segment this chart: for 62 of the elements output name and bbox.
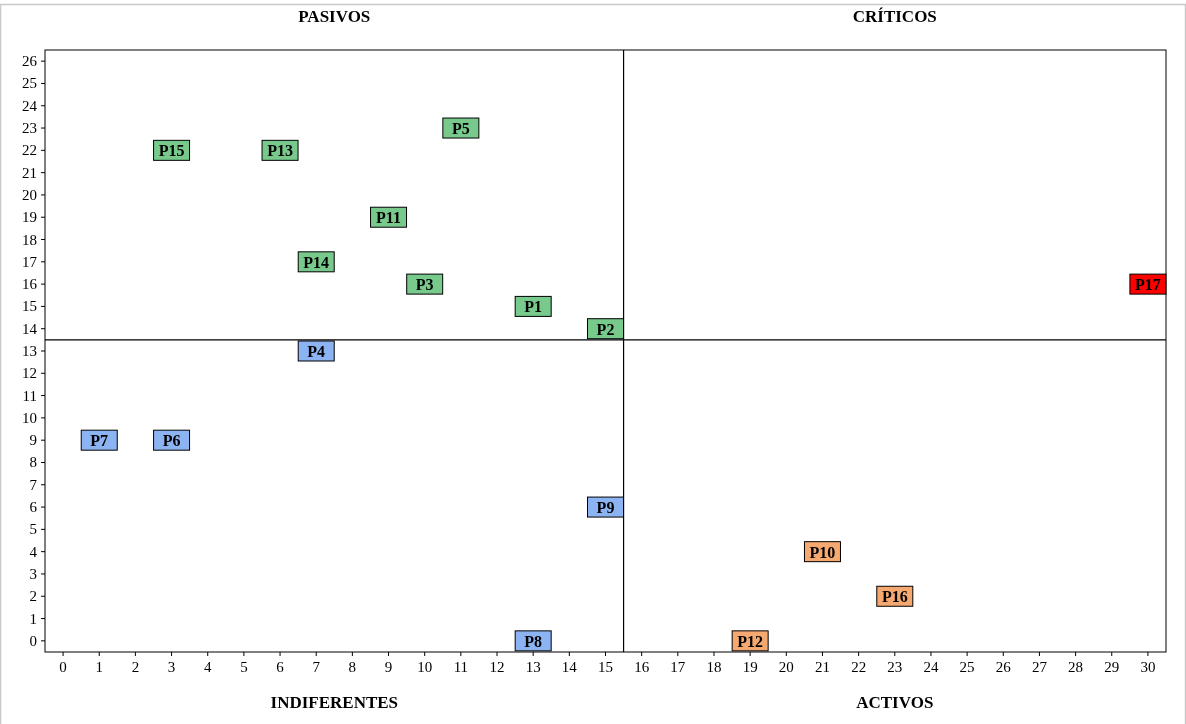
x-tick-label: 11 bbox=[453, 659, 469, 675]
x-tick-label: 27 bbox=[1031, 659, 1048, 675]
y-tick-label: 22 bbox=[22, 142, 37, 159]
x-tick-label: 0 bbox=[59, 659, 67, 675]
x-tick-label: 6 bbox=[276, 659, 285, 675]
text: PASIVOS bbox=[298, 7, 371, 26]
x-tick-label: 26 bbox=[995, 659, 1012, 675]
x-tick-label: 22 bbox=[851, 659, 867, 675]
y-tick-label: 18 bbox=[22, 231, 37, 248]
text: CRÍTICOS bbox=[852, 7, 937, 26]
y-tick-label: 26 bbox=[22, 53, 38, 70]
y-tick-label: 11 bbox=[22, 387, 37, 404]
y-tick-label: 3 bbox=[29, 565, 37, 582]
y-tick-label: 6 bbox=[29, 499, 38, 516]
y-tick-label: 15 bbox=[22, 298, 37, 315]
y-tick-label: 16 bbox=[22, 276, 38, 293]
text: INDIFERENTES bbox=[270, 693, 399, 712]
x-tick-label: 14 bbox=[561, 659, 578, 675]
x-tick-label: 25 bbox=[959, 659, 975, 675]
x-tick-label: 15 bbox=[598, 659, 613, 675]
x-tick-label: 30 bbox=[1140, 659, 1156, 675]
y-tick-label: 14 bbox=[22, 320, 38, 337]
x-tick-label: 3 bbox=[167, 659, 176, 675]
x-tick-label: 29 bbox=[1104, 659, 1120, 675]
x-tick-label: 7 bbox=[312, 659, 321, 675]
y-tick-label: 24 bbox=[22, 97, 38, 114]
y-tick-label: 9 bbox=[29, 432, 37, 449]
y-tick-label: 1 bbox=[29, 610, 37, 627]
x-tick-label: 10 bbox=[417, 659, 433, 675]
y-tick-label: 13 bbox=[22, 343, 37, 359]
y-tick-label: 4 bbox=[29, 543, 38, 560]
x-tick-label: 24 bbox=[923, 659, 939, 675]
x-tick-label: 17 bbox=[670, 659, 686, 675]
y-tick-label: 0 bbox=[29, 632, 37, 649]
y-tick-label: 20 bbox=[22, 186, 37, 203]
text: ACTIVOS bbox=[856, 693, 934, 712]
y-tick-label: 25 bbox=[22, 75, 37, 92]
x-tick-label: 16 bbox=[634, 659, 650, 675]
x-tick-label: 21 bbox=[814, 659, 830, 675]
x-tick-label: 5 bbox=[240, 659, 248, 675]
y-tick-label: 8 bbox=[29, 454, 37, 471]
y-tick-label: 10 bbox=[22, 409, 37, 426]
y-tick-label: 2 bbox=[29, 588, 37, 605]
x-tick-label: 9 bbox=[384, 659, 393, 675]
x-tick-label: 19 bbox=[742, 659, 758, 675]
x-tick-label: 4 bbox=[203, 659, 212, 675]
y-tick-label: 5 bbox=[29, 521, 37, 538]
y-tick-label: 7 bbox=[29, 476, 38, 493]
x-tick-label: 12 bbox=[489, 659, 505, 675]
x-tick-label: 23 bbox=[887, 659, 903, 675]
x-tick-label: 8 bbox=[348, 659, 357, 675]
x-tick-label: 18 bbox=[706, 659, 722, 675]
y-tick-label: 19 bbox=[22, 209, 37, 226]
y-tick-label: 23 bbox=[22, 120, 37, 137]
y-tick-label: 21 bbox=[22, 164, 37, 181]
x-tick-label: 1 bbox=[95, 659, 103, 675]
x-tick-label: 13 bbox=[525, 659, 541, 675]
y-tick-label: 17 bbox=[22, 253, 38, 270]
x-tick-label: 20 bbox=[778, 659, 794, 675]
y-tick-label: 12 bbox=[22, 365, 37, 382]
x-tick-label: 2 bbox=[131, 659, 140, 675]
x-tick-label: 28 bbox=[1068, 659, 1084, 675]
